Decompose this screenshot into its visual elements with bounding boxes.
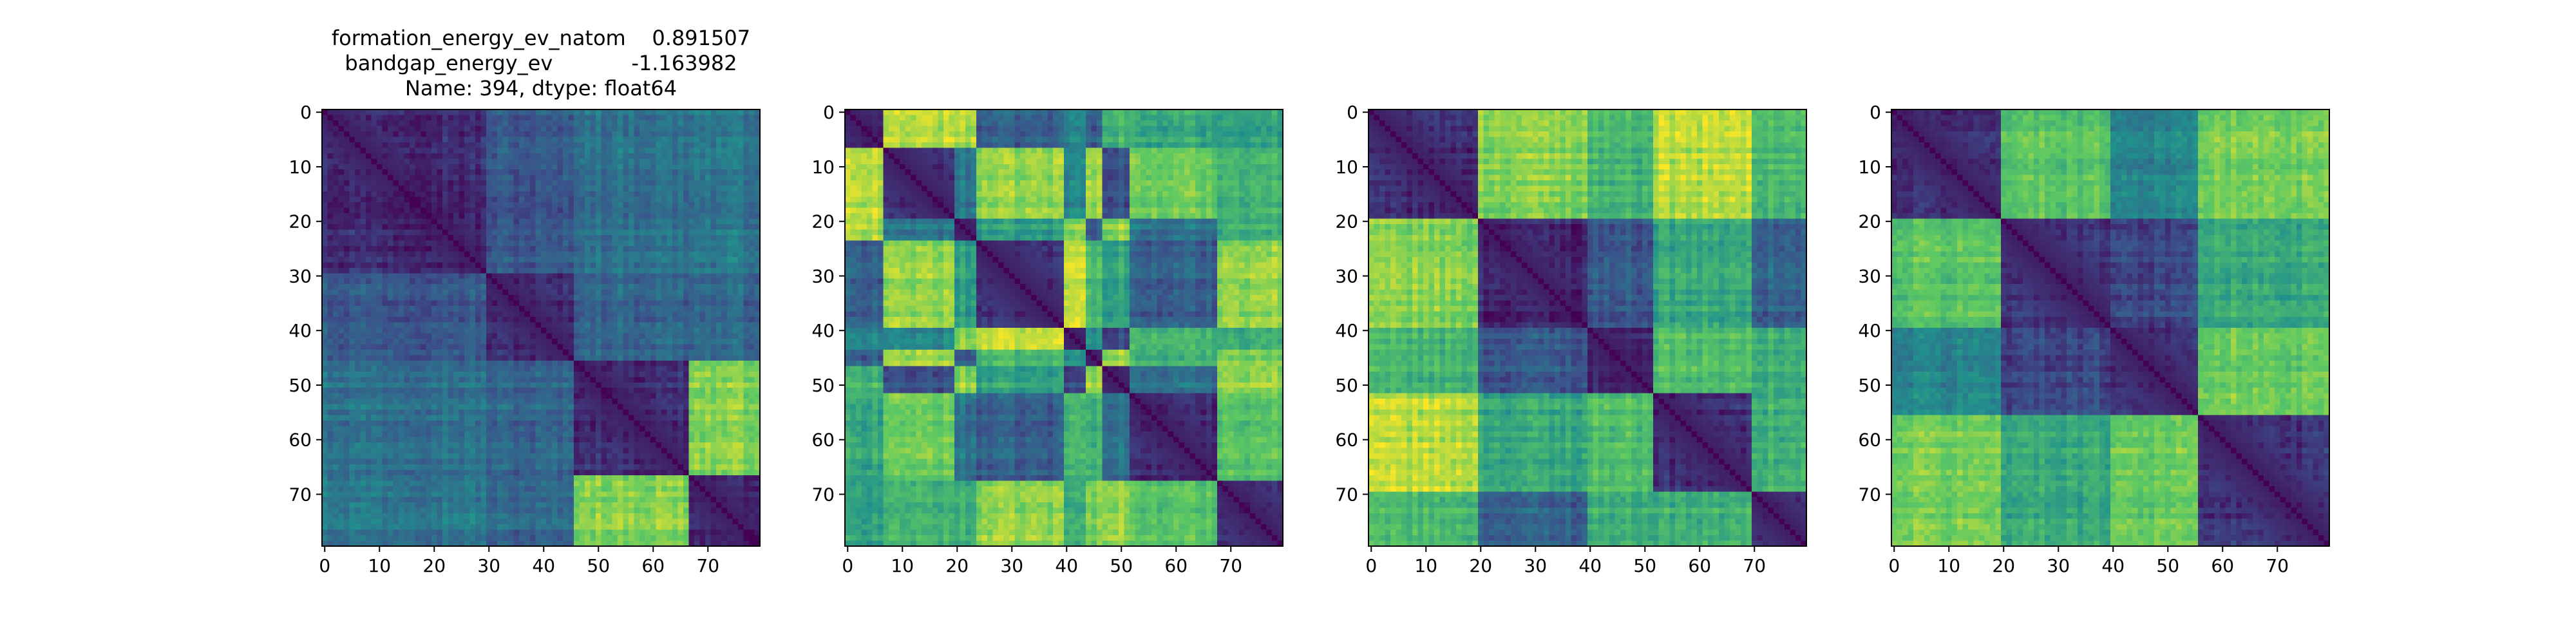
axes-frame-2 <box>844 109 1283 547</box>
y-tick-label: 30 <box>289 265 312 287</box>
heatmap-panel-3: 0 10 20 30 40 50 60 70 0 10 20 30 40 50 60 70 <box>1335 102 1807 576</box>
x-tick-label: 0 <box>1365 555 1377 576</box>
y-tick-label: 50 <box>1335 375 1358 396</box>
x-tick-label: 10 <box>1414 555 1437 576</box>
title-line-series-name: Name: 394, dtype: float64 <box>404 76 677 100</box>
x-tick-label: 0 <box>319 555 330 576</box>
y-tick-label: 0 <box>1870 102 1881 123</box>
y-tick-label: 70 <box>811 484 835 505</box>
y-tick-label: 50 <box>811 375 835 396</box>
x-tick-label: 40 <box>2101 555 2125 576</box>
y-tick-label: 50 <box>289 375 312 396</box>
y-tick-label: 0 <box>1347 102 1358 123</box>
y-tick-label: 20 <box>1858 211 1881 232</box>
y-tick-label: 40 <box>289 320 312 341</box>
x-tick-label: 0 <box>1888 555 1900 576</box>
x-tick-label: 0 <box>842 555 853 576</box>
heatmap-image-2 <box>845 109 1283 546</box>
y-tick-label: 50 <box>1858 375 1881 396</box>
x-tick-label: 50 <box>1110 555 1133 576</box>
x-tick-label: 60 <box>2211 555 2234 576</box>
x-tick-label: 10 <box>1937 555 1960 576</box>
y-tick-label: 10 <box>811 156 835 178</box>
heatmap-image-3 <box>1368 109 1806 546</box>
heatmap-panel-1: 0 10 20 30 40 50 60 70 0 10 20 30 40 50 60 70 <box>289 102 761 576</box>
x-tick-label: 50 <box>2156 555 2179 576</box>
title-line-formation-energy: formation_energy_ev_natom 0.891507 <box>331 26 751 50</box>
y-tick-label: 70 <box>1335 484 1358 505</box>
heatmap-image-4 <box>1891 109 2329 546</box>
x-tick-label: 40 <box>1055 555 1078 576</box>
x-tick-label: 60 <box>1688 555 1711 576</box>
y-tick-label: 60 <box>811 430 835 451</box>
y-tick-label: 60 <box>289 430 312 451</box>
x-tick-label: 10 <box>891 555 914 576</box>
axes-frame-1 <box>321 109 761 547</box>
y-tick-label: 20 <box>1335 211 1358 232</box>
y-tick-label: 70 <box>1858 484 1881 505</box>
x-tick-label: 20 <box>1992 555 2015 576</box>
axes-frame-4 <box>1891 109 2330 547</box>
heatmap-panel-4: 0 10 20 30 40 50 60 70 0 10 20 30 40 50 60 70 <box>1858 102 2330 576</box>
y-tick-label: 40 <box>1858 320 1881 341</box>
y-tick-label: 10 <box>289 156 312 178</box>
y-tick-label: 20 <box>289 211 312 232</box>
x-tick-label: 20 <box>422 555 446 576</box>
x-tick-label: 10 <box>368 555 391 576</box>
x-tick-label: 60 <box>641 555 665 576</box>
x-tick-label: 30 <box>1000 555 1023 576</box>
x-tick-label: 50 <box>1633 555 1656 576</box>
y-tick-label: 10 <box>1858 156 1881 178</box>
x-tick-label: 70 <box>1219 555 1242 576</box>
x-tick-label: 30 <box>1524 555 1547 576</box>
y-tick-label: 10 <box>1335 156 1358 178</box>
x-tick-label: 70 <box>696 555 719 576</box>
y-tick-label: 0 <box>823 102 835 123</box>
y-tick-label: 0 <box>300 102 312 123</box>
x-tick-label: 20 <box>945 555 969 576</box>
x-tick-label: 40 <box>1578 555 1602 576</box>
y-tick-label: 30 <box>811 265 835 287</box>
axes-frame-3 <box>1368 109 1807 547</box>
y-tick-label: 30 <box>1335 265 1358 287</box>
title-line-bandgap-energy: bandgap_energy_ev -1.163982 <box>345 51 737 75</box>
x-tick-label: 70 <box>1743 555 1766 576</box>
x-tick-label: 20 <box>1469 555 1492 576</box>
y-tick-label: 20 <box>811 211 835 232</box>
y-tick-label: 40 <box>1335 320 1358 341</box>
x-tick-label: 70 <box>2266 555 2289 576</box>
y-tick-label: 30 <box>1858 265 1881 287</box>
heatmap-image-1 <box>322 109 760 546</box>
x-tick-label: 50 <box>587 555 610 576</box>
x-tick-label: 30 <box>2047 555 2070 576</box>
y-tick-label: 40 <box>811 320 835 341</box>
x-tick-label: 30 <box>477 555 500 576</box>
figure-title: formation_energy_ev_natom 0.891507 bandga… <box>322 26 760 101</box>
y-tick-label: 60 <box>1858 430 1881 451</box>
heatmap-panel-2: 0 10 20 30 40 50 60 70 0 10 20 30 40 50 60 70 <box>811 102 1283 576</box>
y-tick-label: 70 <box>289 484 312 505</box>
y-tick-label: 60 <box>1335 430 1358 451</box>
x-tick-label: 40 <box>532 555 555 576</box>
x-tick-label: 60 <box>1164 555 1188 576</box>
